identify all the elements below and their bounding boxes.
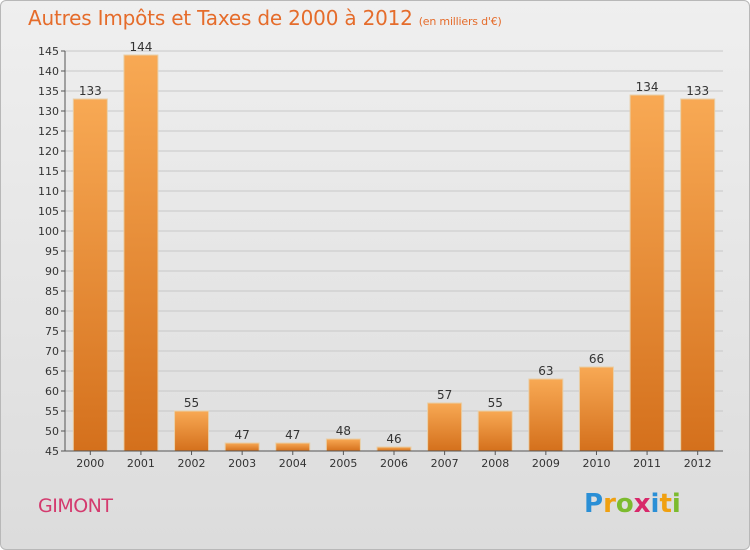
- x-tick-label: 2001: [127, 457, 155, 470]
- y-tick-label: 65: [45, 365, 59, 378]
- y-tick-label: 105: [38, 205, 59, 218]
- grid-lines: [65, 50, 723, 452]
- data-label: 133: [79, 84, 102, 98]
- y-tick-label: 70: [45, 345, 59, 358]
- y-tick-label: 120: [38, 145, 59, 158]
- data-label: 57: [437, 388, 452, 402]
- y-tick-label: 145: [38, 45, 59, 58]
- bar: [629, 94, 665, 452]
- bar: [325, 438, 361, 452]
- x-tick-label: 2007: [431, 457, 459, 470]
- x-tick-label: 2000: [76, 457, 104, 470]
- data-label: 47: [285, 428, 300, 442]
- y-tick-label: 100: [38, 225, 59, 238]
- bars: [72, 54, 716, 452]
- place-name: GIMONT: [38, 495, 113, 517]
- bar: [376, 446, 412, 452]
- chart-title: Autres Impôts et Taxes de 2000 à 2012 (en…: [28, 6, 502, 30]
- y-tick-label: 90: [45, 265, 59, 278]
- y-tick-label: 140: [38, 65, 59, 78]
- chart-subtitle: (en milliers d'€): [418, 15, 502, 28]
- bar: [123, 54, 159, 452]
- bar: [477, 410, 513, 452]
- logo-letter: i: [671, 489, 681, 519]
- x-tick-label: 2005: [329, 457, 357, 470]
- bar: [427, 402, 463, 452]
- bar: [275, 442, 311, 452]
- y-tick-label: 130: [38, 105, 59, 118]
- x-tick-label: 2009: [532, 457, 560, 470]
- logo-letter: i: [650, 489, 660, 519]
- data-label: 55: [184, 396, 199, 410]
- x-tick-label: 2006: [380, 457, 408, 470]
- bar: [174, 410, 210, 452]
- x-axis-ticks: 2000 2001 2002 2003 2004 2005 2006 2007 2008 2009…: [76, 451, 712, 470]
- y-tick-label: 85: [45, 285, 59, 298]
- data-label: 48: [336, 424, 351, 438]
- logo-letter: P: [584, 489, 604, 519]
- logo-letter: r: [603, 489, 616, 519]
- data-label: 46: [386, 432, 401, 446]
- data-labels: 133 144 55 47 47 48 46 57 55 63 66 134 133: [79, 40, 709, 446]
- y-axis-ticks: 45 50 55 60 65 70 75 80 85 90 95 100 105 110 115 120 125…: [38, 45, 65, 458]
- bar: [578, 366, 614, 452]
- x-tick-label: 2008: [481, 457, 509, 470]
- x-tick-label: 2010: [582, 457, 610, 470]
- y-tick-label: 95: [45, 245, 59, 258]
- bar: [72, 98, 108, 452]
- data-label: 144: [129, 40, 152, 54]
- logo-letter: t: [659, 489, 672, 519]
- y-tick-label: 55: [45, 405, 59, 418]
- x-tick-label: 2012: [684, 457, 712, 470]
- bar: [528, 378, 564, 452]
- data-label: 63: [538, 364, 553, 378]
- x-tick-label: 2004: [279, 457, 307, 470]
- y-tick-label: 75: [45, 325, 59, 338]
- x-tick-label: 2003: [228, 457, 256, 470]
- logo-letter: o: [615, 489, 634, 519]
- y-tick-label: 110: [38, 185, 59, 198]
- y-tick-label: 45: [45, 445, 59, 458]
- data-label: 47: [235, 428, 250, 442]
- chart-title-text: Autres Impôts et Taxes de 2000 à 2012: [28, 6, 413, 30]
- x-tick-label: 2002: [178, 457, 206, 470]
- y-tick-label: 135: [38, 85, 59, 98]
- x-tick-label: 2011: [633, 457, 661, 470]
- y-tick-label: 60: [45, 385, 59, 398]
- logo-letter: x: [633, 489, 651, 519]
- y-tick-label: 115: [38, 165, 59, 178]
- data-label: 66: [589, 352, 604, 366]
- data-label: 133: [686, 84, 709, 98]
- y-tick-label: 125: [38, 125, 59, 138]
- data-label: 55: [488, 396, 503, 410]
- proxiti-logo: Proxiti: [584, 489, 681, 519]
- data-label: 134: [636, 80, 659, 94]
- y-tick-label: 80: [45, 305, 59, 318]
- y-tick-label: 50: [45, 425, 59, 438]
- bar: [680, 98, 716, 452]
- bar: [224, 442, 260, 452]
